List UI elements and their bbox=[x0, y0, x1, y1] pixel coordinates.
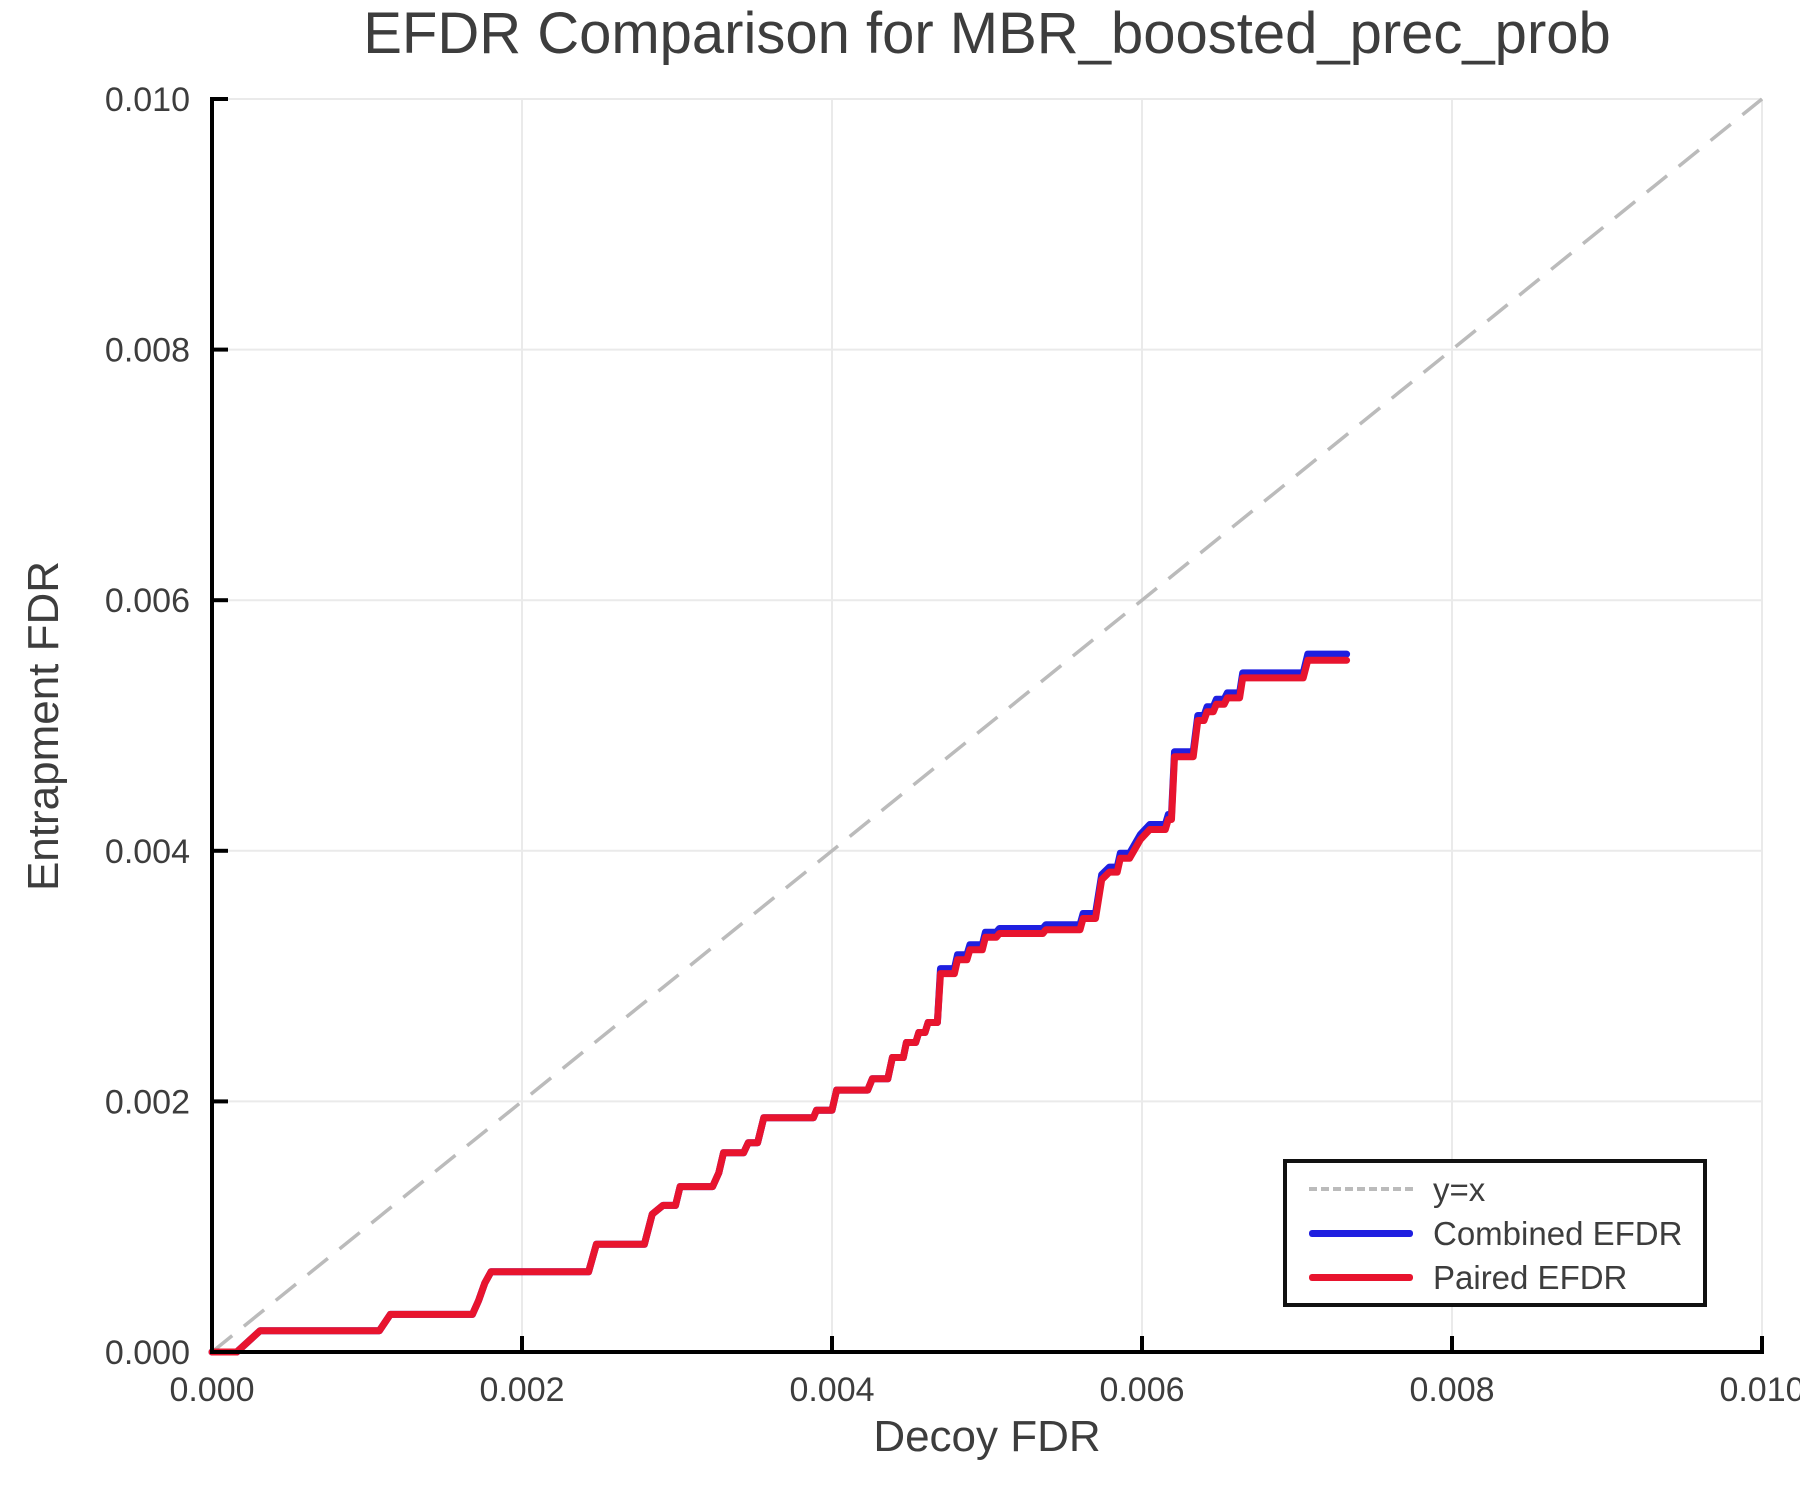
legend-label-paired: Paired EFDR bbox=[1433, 1258, 1628, 1296]
series-lines bbox=[208, 650, 1351, 1356]
x-tick-labels: 0.000 0.002 0.004 0.006 0.008 0.010 bbox=[169, 1371, 1800, 1409]
svg-text:0.010: 0.010 bbox=[1719, 1371, 1800, 1409]
svg-text:0.000: 0.000 bbox=[105, 1334, 190, 1372]
legend-item-yx: y=x bbox=[1309, 1170, 1703, 1208]
legend-box: y=x Combined EFDR Paired EFDR bbox=[1283, 1159, 1707, 1307]
svg-text:0.004: 0.004 bbox=[789, 1371, 874, 1409]
chart-title: EFDR Comparison for MBR_boosted_prec_pro… bbox=[363, 1, 1611, 66]
legend-item-combined: Combined EFDR bbox=[1309, 1214, 1703, 1252]
svg-text:0.010: 0.010 bbox=[105, 81, 190, 119]
diagonal-reference-line bbox=[210, 97, 1764, 1354]
svg-text:0.008: 0.008 bbox=[105, 332, 190, 370]
y-axis-label: Entrapment FDR bbox=[19, 560, 68, 892]
dashed-line-sample bbox=[1309, 1187, 1413, 1191]
legend-label-combined: Combined EFDR bbox=[1433, 1214, 1683, 1252]
svg-text:0.004: 0.004 bbox=[105, 833, 190, 871]
tick-marks bbox=[210, 97, 1764, 1354]
svg-text:0.006: 0.006 bbox=[1099, 1371, 1184, 1409]
paired-line-sample bbox=[1309, 1273, 1413, 1281]
legend-item-paired: Paired EFDR bbox=[1309, 1258, 1703, 1296]
svg-text:0.002: 0.002 bbox=[479, 1371, 564, 1409]
svg-text:0.008: 0.008 bbox=[1409, 1371, 1494, 1409]
svg-text:0.006: 0.006 bbox=[105, 582, 190, 620]
combined-line-sample bbox=[1309, 1229, 1413, 1237]
gridlines bbox=[212, 98, 1763, 1352]
svg-text:0.000: 0.000 bbox=[169, 1371, 254, 1409]
y-tick-labels: 0.000 0.002 0.004 0.006 0.008 0.010 bbox=[105, 81, 190, 1372]
legend-label-yx: y=x bbox=[1433, 1170, 1486, 1208]
svg-text:0.002: 0.002 bbox=[105, 1083, 190, 1121]
x-axis-label: Decoy FDR bbox=[873, 1412, 1101, 1461]
axes-spines bbox=[210, 97, 1764, 1354]
